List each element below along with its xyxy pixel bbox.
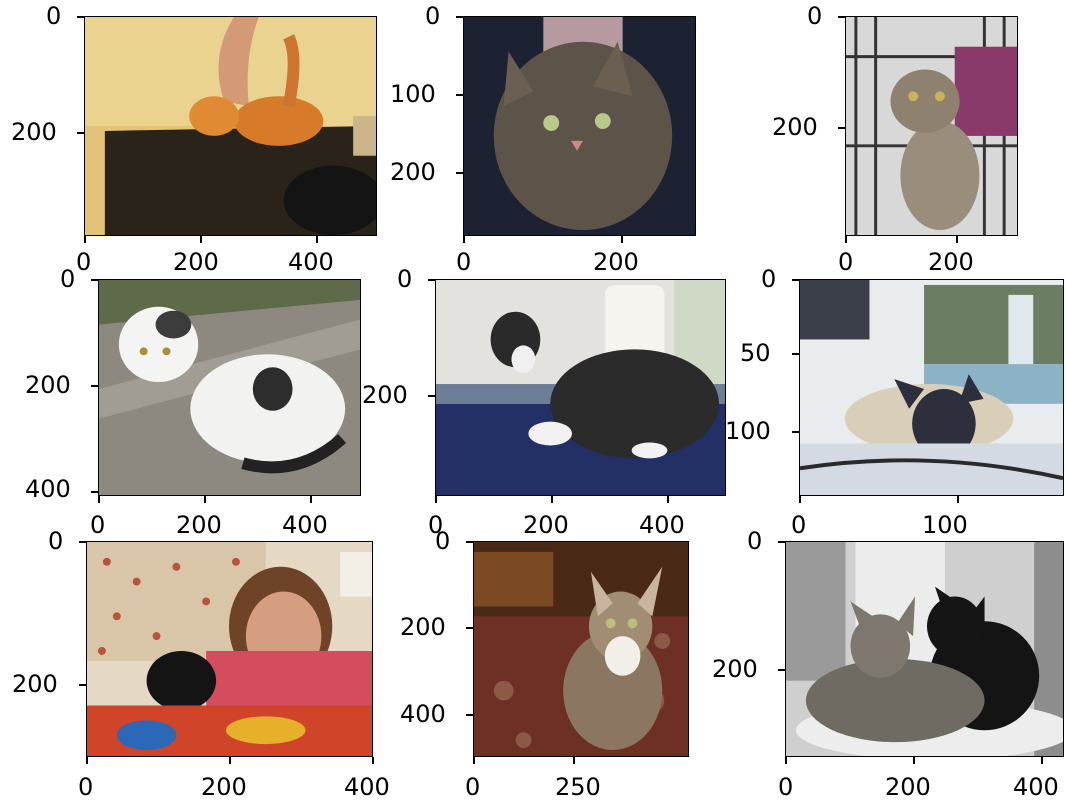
x-tick-label: 400 <box>282 511 328 539</box>
y-tick-label: 100 <box>725 417 771 445</box>
y-tick-label: 400 <box>400 700 446 728</box>
cat-photo-6 <box>799 279 1064 496</box>
y-tick-label: 200 <box>390 158 436 186</box>
y-tick-label: 0 <box>425 2 441 30</box>
y-tick-label: 100 <box>390 80 436 108</box>
y-tick-label: 200 <box>12 670 58 698</box>
y-tick-label: 200 <box>772 113 818 141</box>
x-tick-label: 400 <box>1013 773 1059 801</box>
x-tick-label: 200 <box>928 248 974 276</box>
x-tick-label: 100 <box>922 511 968 539</box>
x-tick-label: 0 <box>465 773 481 801</box>
x-tick-label: 0 <box>838 248 854 276</box>
cat-photo-5 <box>435 279 726 496</box>
x-tick-label: 0 <box>78 773 94 801</box>
y-tick-label: 200 <box>362 381 408 409</box>
x-tick-label: 400 <box>344 773 390 801</box>
cat-photo-1 <box>84 16 377 236</box>
cat-photo-2 <box>463 16 696 236</box>
x-tick-label: 0 <box>791 511 807 539</box>
x-tick-label: 0 <box>76 248 92 276</box>
cat-photo-7 <box>86 541 373 757</box>
x-tick-label: 200 <box>523 511 569 539</box>
cat-photo-9 <box>785 541 1064 757</box>
y-tick-label: 0 <box>48 527 64 555</box>
x-tick-label: 0 <box>90 511 106 539</box>
y-tick-label: 0 <box>807 2 823 30</box>
x-tick-label: 200 <box>201 773 247 801</box>
x-tick-label: 400 <box>288 248 334 276</box>
cat-photo-8 <box>473 541 689 757</box>
y-tick-label: 0 <box>397 265 413 293</box>
y-tick-label: 0 <box>60 265 76 293</box>
x-tick-label: 400 <box>639 511 685 539</box>
y-tick-label: 200 <box>11 118 57 146</box>
cat-photo-3 <box>845 16 1018 236</box>
y-tick-label: 0 <box>761 265 777 293</box>
y-tick-label: 200 <box>25 371 71 399</box>
y-tick-label: 0 <box>435 527 451 555</box>
x-tick-label: 200 <box>885 773 931 801</box>
x-tick-label: 250 <box>555 773 601 801</box>
x-tick-label: 0 <box>778 773 794 801</box>
x-tick-label: 0 <box>456 248 472 276</box>
y-tick-label: 400 <box>25 475 71 503</box>
x-tick-label: 200 <box>593 248 639 276</box>
x-tick-label: 200 <box>176 511 222 539</box>
y-tick-label: 0 <box>46 2 62 30</box>
x-tick-label: 0 <box>428 511 444 539</box>
x-tick-label: 200 <box>173 248 219 276</box>
cat-photo-4 <box>98 279 361 496</box>
y-tick-label: 200 <box>400 613 446 641</box>
y-tick-label: 0 <box>747 527 763 555</box>
y-tick-label: 50 <box>740 339 771 367</box>
y-tick-label: 200 <box>712 655 758 683</box>
